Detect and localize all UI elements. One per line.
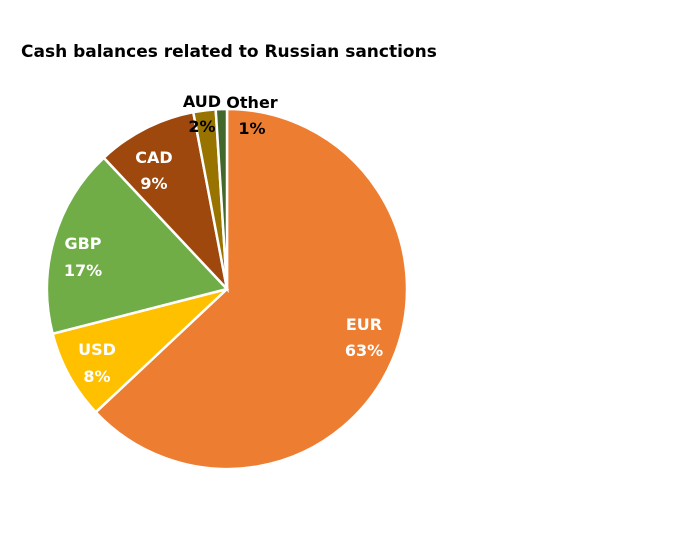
data-label-category-other: Other [226, 93, 277, 112]
data-label-value-cad: 9% [140, 174, 167, 193]
data-label-value-usd: 8% [83, 367, 110, 386]
data-label-value-other: 1% [238, 119, 265, 138]
pie-slice-usd [51, 287, 228, 414]
data-label-category-aud: AUD [183, 92, 221, 111]
data-label-category-eur: EUR [346, 315, 382, 334]
pie-slice-gbp [45, 156, 230, 336]
chart-title: Cash balances related to Russian sanctio… [21, 42, 437, 62]
pie-slice-cad [102, 110, 230, 293]
pie-slice-eur [94, 107, 409, 471]
data-label-value-gbp: 17% [64, 261, 102, 280]
data-label-category-cad: CAD [135, 148, 172, 167]
data-label-category-gbp: GBP [64, 234, 101, 253]
data-label-value-eur: 63% [345, 341, 383, 360]
data-label-value-aud: 2% [188, 117, 215, 136]
pie-slice-other [214, 107, 229, 290]
data-label-category-usd: USD [78, 340, 116, 359]
